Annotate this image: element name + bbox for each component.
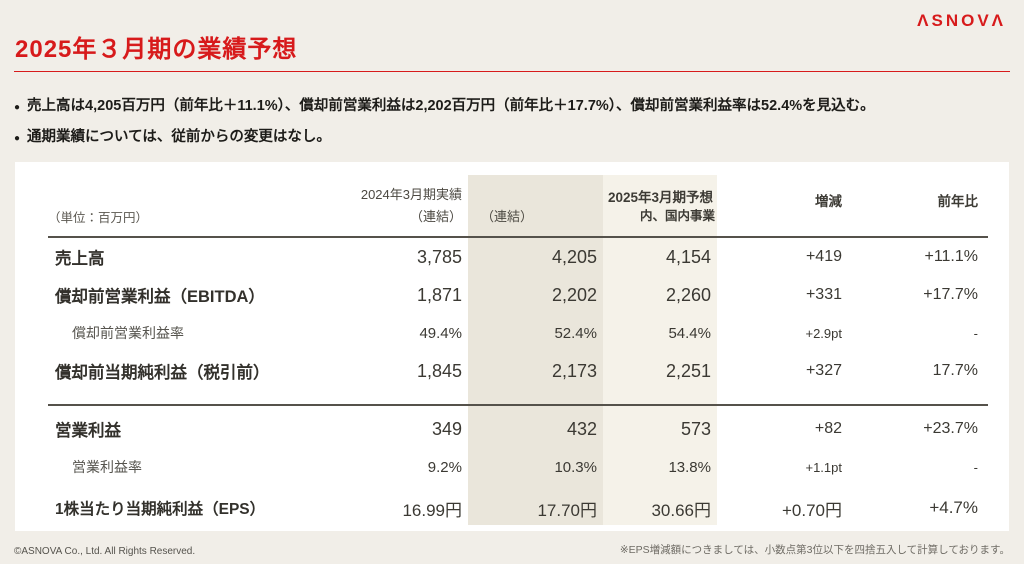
cell-actual: 49.4% [419, 324, 462, 342]
cell-forecast-consolidated: 2,173 [551, 360, 597, 381]
cell-yoy: +4.7% [929, 498, 978, 517]
row-label: 営業利益率 [72, 459, 142, 475]
cell-change: +331 [805, 286, 842, 303]
cell-actual: 9.2% [427, 458, 462, 476]
column-header-actual-sub: （連結） [409, 209, 462, 225]
section-divider [48, 404, 988, 406]
table-row-ebitda-margin: 償却前営業利益率 49.4% 52.4% 54.4% +2.9pt - [48, 314, 988, 352]
bullet-icon: ● [14, 133, 21, 144]
copyright-text: ©ASNOVA Co., Ltd. All Rights Reserved. [14, 546, 196, 557]
cell-forecast-consolidated: 52.4% [554, 324, 597, 342]
table-header-row: （単位：百万円） 2024年3月期実績 （連結） 2025年3月期予想 （連結）… [48, 162, 988, 238]
column-header-forecast-2025: 2025年3月期予想 （連結） 内、国内事業 [468, 186, 717, 236]
forecast-domestic-column-highlight [603, 175, 717, 525]
cell-yoy: +17.7% [923, 286, 978, 303]
bullet-item: ● 売上高は4,205百万円（前年比＋11.1%）、償却前営業利益は2,202百… [14, 94, 1014, 115]
row-label: 償却前営業利益（EBITDA） [55, 288, 265, 306]
cell-actual: 1,871 [416, 284, 462, 305]
cell-forecast-domestic: 30.66円 [651, 500, 711, 520]
table-row-operating-profit: 営業利益 349 432 573 +82 +23.7% [48, 410, 988, 448]
column-header-change: 増減 [815, 194, 842, 209]
cell-change: +2.9pt [805, 325, 842, 341]
summary-bullets: ● 売上高は4,205百万円（前年比＋11.1%）、償却前営業利益は2,202百… [14, 94, 1014, 156]
column-header-forecast-domestic: 内、国内事業 [639, 209, 715, 224]
row-label: 償却前当期純利益（税引前） [55, 364, 270, 382]
cell-forecast-domestic: 573 [680, 418, 711, 439]
bullet-icon: ● [14, 102, 21, 113]
row-label: 償却前営業利益率 [72, 325, 184, 341]
cell-forecast-domestic: 54.4% [668, 324, 711, 342]
table-row-operating-margin: 営業利益率 9.2% 10.3% 13.8% +1.1pt - [48, 448, 988, 486]
cell-forecast-consolidated: 2,202 [551, 284, 597, 305]
forecast-consolidated-column-highlight [468, 175, 603, 525]
forecast-table-card: （単位：百万円） 2024年3月期実績 （連結） 2025年3月期予想 （連結）… [15, 162, 1009, 531]
section-gap [48, 390, 988, 404]
cell-change: +82 [814, 420, 842, 437]
column-header-forecast-consolidated: （連結） [481, 209, 534, 225]
table-row-pretax-profit: 償却前当期純利益（税引前） 1,845 2,173 2,251 +327 17.… [48, 352, 988, 390]
cell-change: +1.1pt [805, 459, 842, 475]
cell-forecast-domestic: 2,260 [665, 284, 711, 305]
unit-label: （単位：百万円） [48, 211, 149, 225]
cell-yoy: - [973, 325, 978, 341]
column-header-actual-2024: 2024年3月期実績 （連結） [298, 184, 468, 237]
cell-actual: 16.99円 [402, 500, 462, 520]
cell-forecast-consolidated: 4,205 [551, 246, 597, 267]
column-header-yoy: 前年比 [937, 194, 979, 209]
cell-forecast-domestic: 13.8% [668, 458, 711, 476]
table-row-net-sales: 売上高 3,785 4,205 4,154 +419 +11.1% [48, 238, 988, 276]
eps-footnote: ※EPS増減額につきましては、小数点第3位以下を四捨五入して計算しております。 [619, 544, 1010, 556]
cell-change: +327 [805, 362, 842, 379]
cell-yoy: +23.7% [923, 420, 978, 437]
cell-forecast-consolidated: 432 [566, 418, 597, 439]
cell-actual: 349 [431, 418, 462, 439]
cell-yoy: 17.7% [932, 362, 978, 379]
asnova-logo: ΛSNOVΛ [917, 11, 1006, 30]
cell-yoy: +11.1% [924, 248, 978, 265]
row-label: 1株当たり当期純利益（EPS） [55, 501, 266, 518]
table-row-eps: 1株当たり当期純利益（EPS） 16.99円 17.70円 30.66円 +0.… [48, 486, 988, 530]
bullet-item: ● 通期業績については、従前からの変更はなし。 [14, 125, 1014, 146]
cell-forecast-consolidated: 10.3% [554, 458, 597, 476]
cell-forecast-domestic: 4,154 [665, 246, 711, 267]
column-header-forecast-subs: （連結） 内、国内事業 [468, 206, 717, 229]
page-title: 2025年３月期の業績予想 [15, 36, 298, 63]
bullet-text: 通期業績については、従前からの変更はなし。 [27, 129, 331, 145]
cell-actual: 3,785 [416, 246, 462, 267]
cell-change: +419 [805, 248, 842, 265]
cell-actual: 1,845 [416, 360, 462, 381]
cell-change: +0.70円 [781, 500, 842, 520]
forecast-table: （単位：百万円） 2024年3月期実績 （連結） 2025年3月期予想 （連結）… [48, 162, 988, 530]
table-row-ebitda: 償却前営業利益（EBITDA） 1,871 2,202 2,260 +331 +… [48, 276, 988, 314]
row-label: 営業利益 [55, 422, 121, 440]
column-header-actual-title: 2024年3月期実績 [360, 186, 462, 202]
title-underline [14, 71, 1010, 72]
cell-forecast-domestic: 2,251 [665, 360, 711, 381]
cell-forecast-consolidated: 17.70円 [537, 500, 597, 520]
row-label: 売上高 [55, 250, 105, 268]
cell-yoy: - [973, 459, 978, 475]
column-header-forecast-title: 2025年3月期予想 [607, 190, 713, 206]
bullet-text: 売上高は4,205百万円（前年比＋11.1%）、償却前営業利益は2,202百万円… [27, 98, 875, 114]
